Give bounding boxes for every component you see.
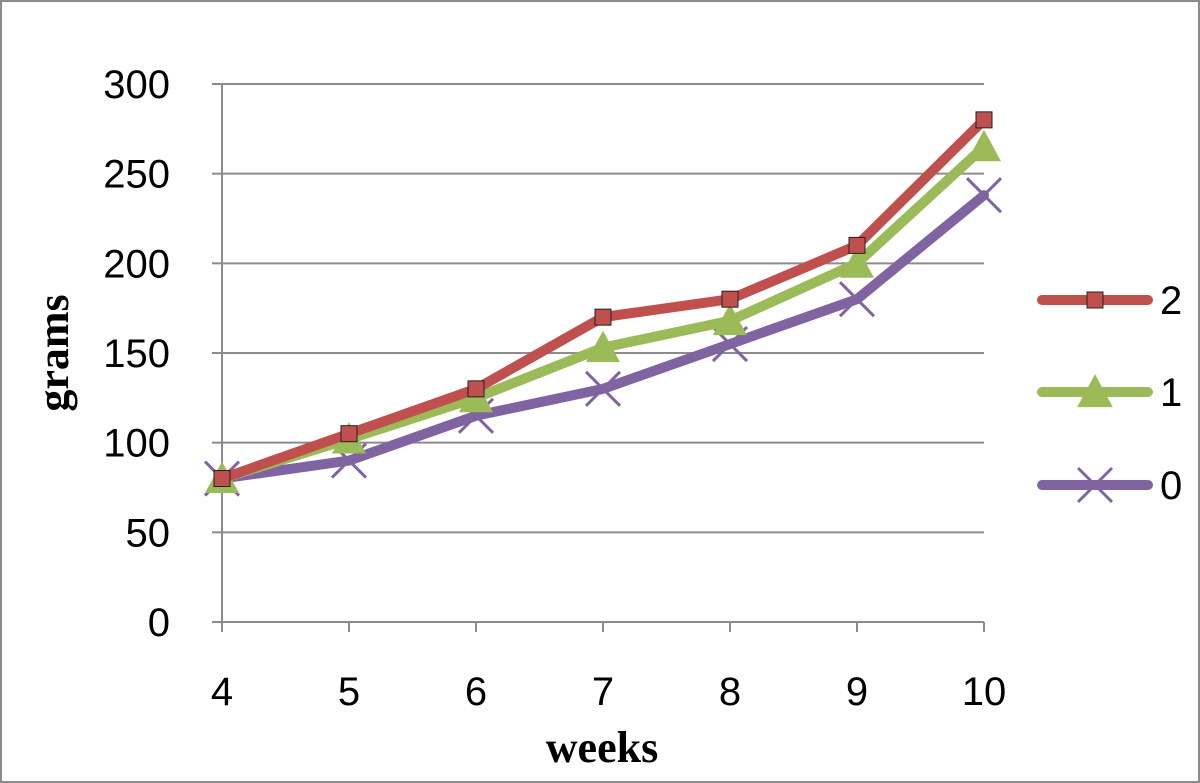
series-2 [213,111,993,488]
x-tick-label: 9 [846,670,868,714]
x-tick-label: 7 [592,670,614,714]
y-tick-label: 150 [103,332,170,376]
data-point-2 [848,236,866,254]
x-tick-label: 4 [211,670,233,714]
legend: 2 1 0 [1037,279,1182,508]
legend-label: 0 [1160,464,1182,508]
y-tick-label: 200 [103,242,170,286]
y-axis-title: grams [29,294,78,411]
legend-item-1: 1 [1037,371,1182,415]
legend-item-0: 0 [1037,464,1182,508]
data-point-1 [967,129,1001,162]
x-tick-label: 6 [465,670,487,714]
data-point-1 [586,330,620,363]
x-tick-label: 5 [338,670,360,714]
legend-marker [1076,466,1114,504]
legend-item-2: 2 [1037,279,1182,323]
data-point-2 [721,290,739,308]
data-point-2 [594,308,612,326]
data-point-2 [213,470,231,488]
data-point-0 [965,177,1003,214]
x-tick-label: 8 [719,670,741,714]
x-axis-title: weeks [546,723,658,772]
data-point-2 [467,380,485,398]
legend-label: 2 [1160,279,1182,323]
data-point-2 [340,425,358,443]
y-tick-label: 50 [126,511,171,555]
x-tick-label: 10 [962,670,1007,714]
x-marker-stroke [1076,466,1114,504]
legend-marker [1086,291,1104,309]
y-tick-label: 0 [148,601,170,645]
data-point-1 [840,246,874,278]
x-marker-stroke [838,281,876,318]
data-point-2 [975,111,993,129]
x-marker-stroke [965,177,1003,214]
x-marker-stroke [584,370,622,407]
legend-label: 1 [1160,371,1182,415]
data-point-1 [713,303,747,336]
y-tick-label: 250 [103,153,170,197]
axes: 0 50 100 150 200 250 300 4 5 6 7 8 9 10 [103,63,1006,714]
data-point-0 [838,281,876,318]
legend-marker [1077,374,1113,408]
data-point-0 [584,370,622,407]
y-tick-label: 100 [103,422,170,466]
y-tick-label: 300 [103,63,170,107]
series-lines [203,111,1003,497]
